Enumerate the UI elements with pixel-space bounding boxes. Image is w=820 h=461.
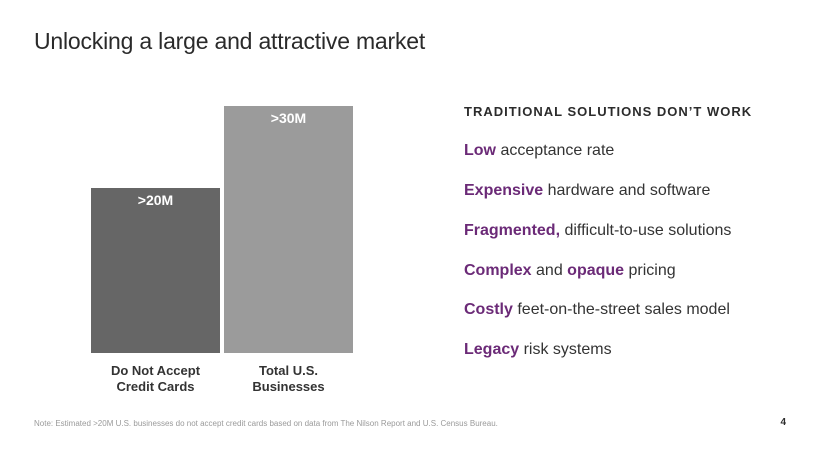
item-highlight: Low (464, 142, 496, 159)
bar-data-label: >30M (270, 110, 307, 126)
item-text: and (531, 262, 568, 279)
slide-title: Unlocking a large and attractive market (34, 28, 426, 54)
bar-1: >30M (224, 106, 353, 353)
bar-0: >20M (91, 188, 220, 353)
list-item: Costly feet-on-the-street sales model (464, 301, 730, 319)
list-item: Fragmented, difficult-to-use solutions (464, 222, 731, 240)
list-item: Complex and opaque pricing (464, 262, 676, 280)
panel-heading: TRADITIONAL SOLUTIONS DON’T WORK (464, 104, 753, 119)
category-label: Total U.S. Businesses (224, 363, 353, 395)
item-text: risk systems (519, 341, 612, 358)
category-label-line: Credit Cards (116, 379, 195, 394)
footnote: Note: Estimated >20M U.S. businesses do … (34, 419, 498, 428)
category-label: Do Not Accept Credit Cards (91, 363, 220, 395)
item-text: feet-on-the-street sales model (512, 301, 730, 318)
item-highlight: Costly (464, 301, 513, 318)
item-highlight: Fragmented, (464, 222, 561, 239)
item-highlight: Expensive (464, 182, 544, 199)
category-label-line: Do Not Accept (110, 363, 201, 378)
item-highlight: Complex (464, 262, 532, 279)
item-text: difficult-to-use solutions (560, 222, 732, 239)
list-item: Expensive hardware and software (464, 182, 710, 200)
item-highlight: Legacy (464, 341, 520, 358)
item-highlight: opaque (567, 262, 625, 279)
list-item: Low acceptance rate (464, 142, 614, 160)
item-text: hardware and software (543, 182, 711, 199)
item-text: pricing (624, 262, 676, 279)
category-label-line: Businesses (252, 379, 325, 394)
bar-data-label: >20M (137, 192, 174, 208)
item-text: acceptance rate (496, 142, 615, 159)
page-number: 4 (780, 417, 786, 428)
category-label-line: Total U.S. (259, 363, 318, 378)
list-item: Legacy risk systems (464, 341, 612, 359)
